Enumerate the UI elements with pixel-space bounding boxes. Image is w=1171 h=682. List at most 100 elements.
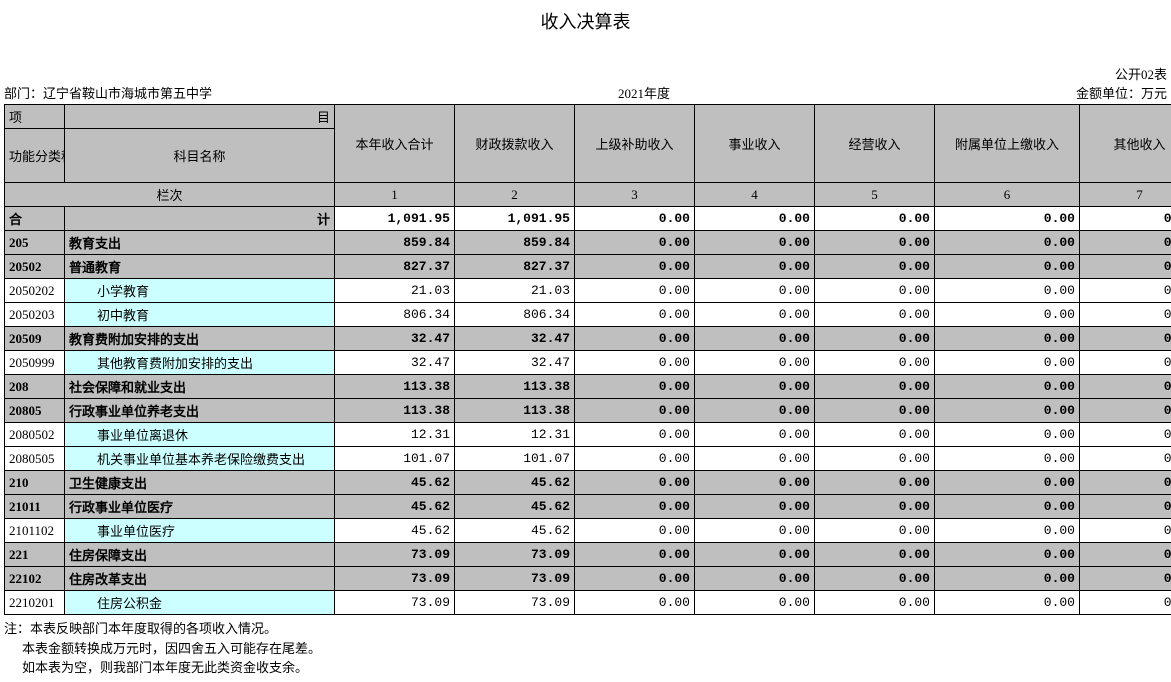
dept: 部门：辽宁省鞍山市海城市第五中学 xyxy=(4,83,212,102)
hdr-col-2: 财政拨款收入 xyxy=(455,105,575,183)
sum-v1: 1,091.95 xyxy=(335,207,455,231)
row-value: 73.09 xyxy=(335,591,455,615)
row-value: 0.00 xyxy=(1080,423,1171,447)
row-value: 0.00 xyxy=(695,591,815,615)
table-row: 205教育支出859.84859.840.000.000.000.000.00 xyxy=(5,231,1171,255)
row-value: 45.62 xyxy=(455,495,575,519)
row-value: 0.00 xyxy=(815,423,935,447)
table-row: 2210201住房公积金73.0973.090.000.000.000.000.… xyxy=(5,591,1171,615)
row-value: 0.00 xyxy=(935,279,1080,303)
row-value: 0.00 xyxy=(815,327,935,351)
row-code: 2050203 xyxy=(5,303,65,327)
row-value: 0.00 xyxy=(935,399,1080,423)
row-value: 12.31 xyxy=(335,423,455,447)
note-3: 如本表为空，则我部门本年度无此类资金收支余。 xyxy=(4,658,1167,678)
row-value: 101.07 xyxy=(335,447,455,471)
row-value: 0.00 xyxy=(575,279,695,303)
row-value: 0.00 xyxy=(815,471,935,495)
row-value: 0.00 xyxy=(815,351,935,375)
row-value: 0.00 xyxy=(575,303,695,327)
hdr-col-5: 经营收入 xyxy=(815,105,935,183)
row-value: 45.62 xyxy=(455,519,575,543)
dept-label: 部门： xyxy=(4,86,43,101)
row-value: 101.07 xyxy=(455,447,575,471)
row-value: 0.00 xyxy=(1080,231,1171,255)
row-value: 0.00 xyxy=(935,231,1080,255)
row-value: 32.47 xyxy=(455,327,575,351)
row-value: 0.00 xyxy=(575,351,695,375)
row-value: 32.47 xyxy=(455,351,575,375)
row-value: 0.00 xyxy=(935,495,1080,519)
row-value: 0.00 xyxy=(935,351,1080,375)
row-value: 0.00 xyxy=(695,231,815,255)
row-code: 21011 xyxy=(5,495,65,519)
row-value: 0.00 xyxy=(1080,327,1171,351)
row-name: 住房改革支出 xyxy=(65,567,335,591)
row-code: 20805 xyxy=(5,399,65,423)
row-name: 机关事业单位基本养老保险缴费支出 xyxy=(65,447,335,471)
row-value: 806.34 xyxy=(335,303,455,327)
row-value: 12.31 xyxy=(455,423,575,447)
form-number: 公开02表 xyxy=(4,64,1167,83)
sum-v3: 0.00 xyxy=(575,207,695,231)
row-value: 73.09 xyxy=(335,543,455,567)
row-value: 0.00 xyxy=(695,471,815,495)
row-value: 0.00 xyxy=(815,279,935,303)
row-value: 0.00 xyxy=(575,255,695,279)
row-value: 0.00 xyxy=(1080,255,1171,279)
row-name: 事业单位离退休 xyxy=(65,423,335,447)
row-value: 113.38 xyxy=(335,375,455,399)
row-value: 0.00 xyxy=(575,567,695,591)
row-value: 0.00 xyxy=(575,327,695,351)
row-value: 32.47 xyxy=(335,351,455,375)
row-code: 221 xyxy=(5,543,65,567)
hdr-col-3: 上级补助收入 xyxy=(575,105,695,183)
row-value: 45.62 xyxy=(335,495,455,519)
row-value: 0.00 xyxy=(935,423,1080,447)
report-title: 收入决算表 xyxy=(4,4,1167,64)
row-value: 21.03 xyxy=(335,279,455,303)
row-value: 0.00 xyxy=(695,327,815,351)
table-row: 2080502事业单位离退休12.3112.310.000.000.000.00… xyxy=(5,423,1171,447)
row-code: 2050202 xyxy=(5,279,65,303)
row-value: 113.38 xyxy=(455,399,575,423)
row-name: 初中教育 xyxy=(65,303,335,327)
hdr-col-7: 其他收入 xyxy=(1080,105,1171,183)
row-value: 0.00 xyxy=(935,255,1080,279)
lanci-1: 1 xyxy=(335,183,455,207)
lanci-2: 2 xyxy=(455,183,575,207)
row-value: 0.00 xyxy=(815,375,935,399)
row-value: 0.00 xyxy=(815,543,935,567)
row-code: 2080502 xyxy=(5,423,65,447)
row-code: 208 xyxy=(5,375,65,399)
row-value: 0.00 xyxy=(1080,279,1171,303)
row-value: 0.00 xyxy=(935,567,1080,591)
row-value: 0.00 xyxy=(695,423,815,447)
table-row: 2080505机关事业单位基本养老保险缴费支出101.07101.070.000… xyxy=(5,447,1171,471)
row-name: 教育费附加安排的支出 xyxy=(65,327,335,351)
row-value: 73.09 xyxy=(455,543,575,567)
row-value: 0.00 xyxy=(935,327,1080,351)
row-name: 其他教育费附加安排的支出 xyxy=(65,351,335,375)
row-value: 0.00 xyxy=(1080,543,1171,567)
table-row: 208社会保障和就业支出113.38113.380.000.000.000.00… xyxy=(5,375,1171,399)
row-value: 0.00 xyxy=(695,447,815,471)
row-value: 0.00 xyxy=(1080,351,1171,375)
row-value: 0.00 xyxy=(815,567,935,591)
row-value: 0.00 xyxy=(815,399,935,423)
dept-name: 辽宁省鞍山市海城市第五中学 xyxy=(43,86,212,101)
row-value: 827.37 xyxy=(455,255,575,279)
row-value: 0.00 xyxy=(695,399,815,423)
row-value: 0.00 xyxy=(815,231,935,255)
row-value: 0.00 xyxy=(1080,567,1171,591)
row-value: 0.00 xyxy=(815,591,935,615)
row-value: 0.00 xyxy=(575,231,695,255)
row-value: 0.00 xyxy=(935,447,1080,471)
sum-v7: 0.00 xyxy=(1080,207,1171,231)
table-row: 2050202小学教育21.0321.030.000.000.000.000.0… xyxy=(5,279,1171,303)
row-value: 113.38 xyxy=(455,375,575,399)
row-value: 0.00 xyxy=(575,447,695,471)
row-value: 0.00 xyxy=(695,567,815,591)
row-code: 2080505 xyxy=(5,447,65,471)
row-value: 0.00 xyxy=(935,591,1080,615)
